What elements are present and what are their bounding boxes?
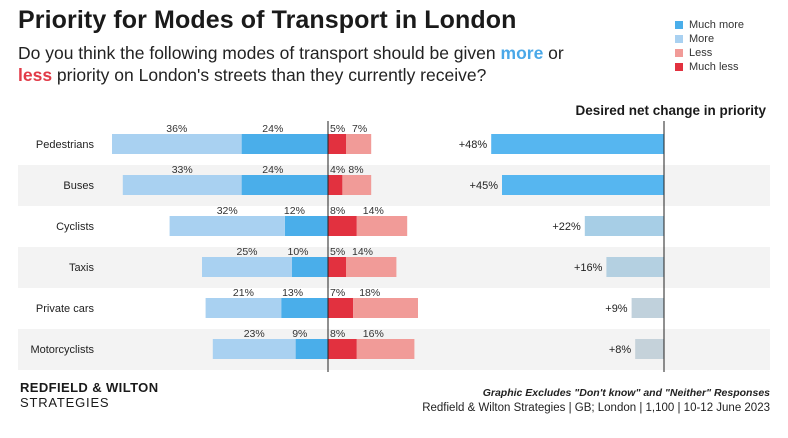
net-label-motorcyclists: +8% [609,344,632,356]
label-much-less-cyclists: 8% [330,205,345,217]
label-much-more-private-cars: 13% [282,287,303,299]
brand-line1: REDFIELD & WILTON [20,380,159,395]
legend-label-much-more: Much more [689,19,745,31]
legend-item-more: More [675,32,744,46]
bar-much-more-private-cars [281,298,328,318]
legend-item-much-less: Much less [675,60,744,74]
brand-logo: REDFIELD & WILTON STRATEGIES [20,380,158,410]
legend-swatch-more [675,35,683,43]
net-label-buses: +45% [470,180,499,192]
bar-much-more-buses [241,175,328,195]
label-much-more-motorcyclists: 9% [292,328,307,340]
label-more-taxis: 25% [236,246,257,258]
bar-much-less-cyclists [328,216,357,236]
label-less-cyclists: 14% [363,205,384,217]
label-less-buses: 8% [348,164,363,176]
bar-much-more-taxis [292,257,328,277]
net-label-pedestrians: +48% [459,139,488,151]
bar-much-less-motorcyclists [328,339,357,359]
bar-less-cyclists [356,216,408,236]
category-label-motorcyclists: Motorcyclists [30,344,94,356]
chart-subtitle: Do you think the following modes of tran… [18,42,638,86]
label-much-more-pedestrians: 24% [262,123,283,135]
brand-line2: STRATEGIES [20,395,110,410]
label-much-less-buses: 4% [330,164,345,176]
bar-much-more-pedestrians [241,134,328,154]
category-label-private-cars: Private cars [36,303,95,315]
bar-much-less-pedestrians [328,134,346,154]
legend-item-less: Less [675,46,744,60]
label-more-buses: 33% [172,164,193,176]
label-much-less-pedestrians: 5% [330,123,345,135]
bar-more-buses [122,175,242,195]
chart-title: Priority for Modes of Transport in Londo… [18,6,517,34]
label-much-less-private-cars: 7% [330,287,345,299]
bar-more-private-cars [205,298,282,318]
net-label-taxis: +16% [574,262,603,274]
category-label-taxis: Taxis [69,262,95,274]
bar-much-more-cyclists [284,216,328,236]
net-label-cyclists: +22% [552,221,581,233]
net-bar-cyclists [584,216,664,236]
bar-more-cyclists [169,216,285,236]
legend-item-much-more: Much more [675,18,744,32]
net-bar-buses [502,175,664,195]
label-much-more-taxis: 10% [287,246,308,258]
bar-less-pedestrians [346,134,372,154]
net-change-heading: Desired net change in priority [575,103,766,118]
bar-less-private-cars [353,298,418,318]
subtitle-part3: priority on London's streets than they c… [52,65,487,85]
legend-swatch-less [675,49,683,57]
label-less-taxis: 14% [352,246,373,258]
bar-more-pedestrians [112,134,242,154]
label-more-motorcyclists: 23% [244,328,265,340]
net-bar-motorcyclists [635,339,664,359]
net-bar-private-cars [631,298,664,318]
legend-label-less: Less [689,47,713,59]
net-bar-taxis [606,257,664,277]
subtitle-less: less [18,65,53,85]
label-much-more-cyclists: 12% [284,205,305,217]
bar-less-taxis [346,257,397,277]
bar-less-buses [342,175,372,195]
footnote: Graphic Excludes "Don't know" and "Neith… [422,386,770,416]
label-much-less-motorcyclists: 8% [330,328,345,340]
category-label-pedestrians: Pedestrians [36,139,95,151]
label-much-less-taxis: 5% [330,246,345,258]
label-less-pedestrians: 7% [352,123,367,135]
subtitle-part1: Do you think the following modes of tran… [18,43,501,63]
bar-more-motorcyclists [212,339,296,359]
bar-much-less-taxis [328,257,346,277]
legend-swatch-much-less [675,63,683,71]
label-less-private-cars: 18% [359,287,380,299]
footnote-exclusions: Graphic Excludes "Don't know" and "Neith… [482,387,770,399]
net-label-private-cars: +9% [605,303,628,315]
legend-swatch-much-more [675,21,683,29]
footnote-source: Redfield & Wilton Strategies | GB; Londo… [422,402,770,414]
label-more-private-cars: 21% [233,287,254,299]
bar-much-less-private-cars [328,298,354,318]
category-label-cyclists: Cyclists [56,221,94,233]
net-bar-pedestrians [491,134,664,154]
bar-less-motorcyclists [356,339,415,359]
label-less-motorcyclists: 16% [363,328,384,340]
subtitle-more: more [500,43,544,63]
label-more-cyclists: 32% [217,205,238,217]
bar-much-less-buses [328,175,343,195]
label-much-more-buses: 24% [262,164,283,176]
legend-label-much-less: Much less [689,61,739,73]
bar-much-more-motorcyclists [295,339,328,359]
legend-label-more: More [689,33,715,45]
subtitle-part2: or [543,43,564,63]
label-more-pedestrians: 36% [166,123,187,135]
category-label-buses: Buses [63,180,94,192]
bar-more-taxis [202,257,292,277]
legend: Much more More Less Much less [675,18,744,74]
